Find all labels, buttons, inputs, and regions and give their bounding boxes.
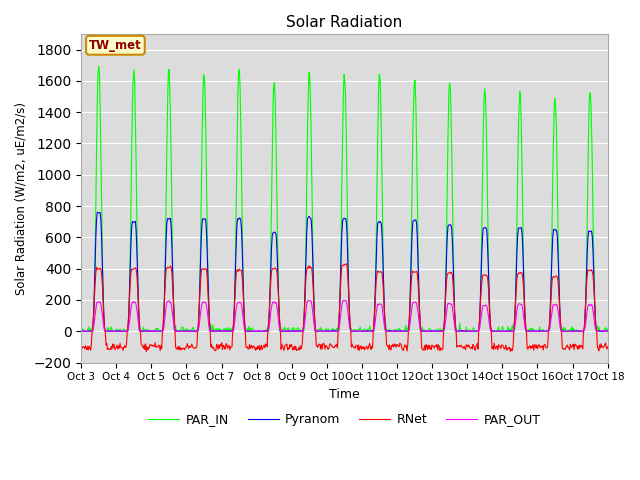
PAR_OUT <box>141 328 149 334</box>
Pyranom <box>409 218 417 224</box>
PAR_OUT <box>88 328 95 334</box>
RNet <box>143 349 150 355</box>
PAR_OUT <box>339 298 347 303</box>
PAR_OUT <box>77 328 85 334</box>
Text: TW_met: TW_met <box>89 39 142 52</box>
Line: Pyranom: Pyranom <box>81 213 608 331</box>
Line: PAR_OUT: PAR_OUT <box>81 300 608 331</box>
RNet <box>141 347 148 353</box>
Y-axis label: Solar Radiation (W/m2, uE/m2/s): Solar Radiation (W/m2, uE/m2/s) <box>15 102 28 295</box>
PAR_IN <box>77 328 85 334</box>
RNet <box>195 309 203 314</box>
RNet <box>223 342 231 348</box>
PAR_IN <box>95 63 102 69</box>
Pyranom <box>87 328 95 334</box>
Pyranom <box>424 328 432 334</box>
Pyranom <box>195 308 203 314</box>
RNet <box>342 261 350 266</box>
PAR_IN <box>604 326 612 332</box>
RNet <box>77 344 85 349</box>
Pyranom <box>95 210 103 216</box>
Pyranom <box>223 328 231 334</box>
RNet <box>425 346 433 352</box>
PAR_OUT <box>410 300 417 305</box>
PAR_OUT <box>79 328 86 334</box>
PAR_OUT <box>195 323 203 329</box>
PAR_IN <box>141 326 149 332</box>
PAR_IN <box>409 128 417 133</box>
RNet <box>410 269 417 275</box>
PAR_OUT <box>425 328 433 334</box>
X-axis label: Time: Time <box>329 388 360 401</box>
PAR_IN <box>195 317 203 323</box>
PAR_IN <box>87 325 95 331</box>
PAR_IN <box>424 328 432 334</box>
RNet <box>87 348 95 353</box>
RNet <box>604 344 612 350</box>
PAR_IN <box>223 325 231 331</box>
PAR_OUT <box>604 328 612 334</box>
Pyranom <box>604 328 612 334</box>
Pyranom <box>141 328 149 334</box>
Pyranom <box>77 328 85 334</box>
Line: RNet: RNet <box>81 264 608 352</box>
Line: PAR_IN: PAR_IN <box>81 66 608 331</box>
Title: Solar Radiation: Solar Radiation <box>286 15 403 30</box>
Legend: PAR_IN, Pyranom, RNet, PAR_OUT: PAR_IN, Pyranom, RNet, PAR_OUT <box>143 408 546 432</box>
PAR_OUT <box>223 328 231 334</box>
